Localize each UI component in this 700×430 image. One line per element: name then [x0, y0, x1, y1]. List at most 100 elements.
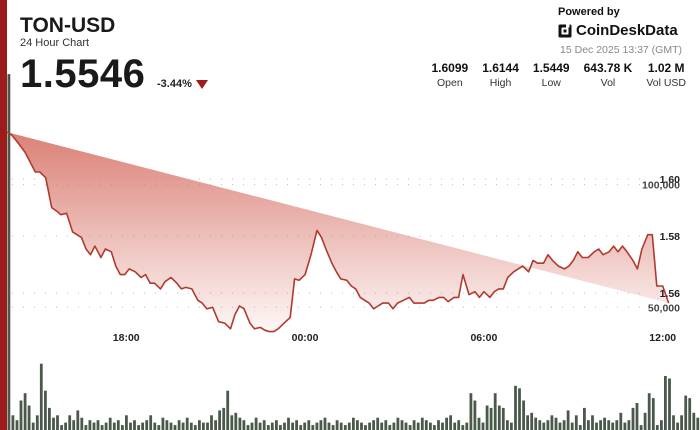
price-area — [7, 132, 669, 332]
volume-bar — [189, 422, 193, 430]
volume-bar — [96, 420, 100, 430]
volume-bar — [651, 398, 655, 430]
volume-bar — [92, 422, 96, 430]
stat-value: 1.6144 — [482, 61, 519, 75]
volume-bar — [664, 376, 667, 430]
volume-bar — [343, 425, 347, 430]
time-tick-label: 00:00 — [292, 332, 319, 344]
volume-bar — [80, 417, 84, 430]
volume-bar — [639, 425, 643, 430]
volume-bar — [530, 412, 534, 430]
volume-bar — [360, 422, 363, 430]
stat-open: 1.6099 Open — [432, 61, 469, 89]
volume-bar — [242, 420, 246, 430]
volume-bar — [660, 420, 663, 430]
volume-bar — [339, 422, 343, 430]
volume-bar — [684, 395, 688, 430]
volume-bar — [562, 420, 566, 430]
volume-bar — [133, 420, 136, 430]
volume-bar — [262, 420, 266, 430]
volume-bar — [64, 422, 67, 430]
stat-vol-usd: 1.02 M Vol USD — [646, 61, 686, 89]
volume-bar — [542, 422, 546, 430]
volume-bar — [315, 422, 319, 430]
volume-bar — [392, 422, 396, 430]
volume-bar — [566, 410, 570, 430]
volume-bar — [169, 422, 173, 430]
volume-bar — [643, 412, 647, 430]
brand-logo[interactable]: CoinDeskData — [558, 22, 678, 39]
volume-bar — [279, 425, 282, 430]
volume-bar — [104, 422, 108, 430]
volume-bar — [275, 420, 278, 430]
time-tick-label: 12:00 — [649, 332, 676, 344]
volume-bar — [655, 425, 659, 430]
volume-bar — [234, 412, 238, 430]
volume-bar — [181, 422, 185, 430]
volume-bar — [193, 425, 197, 430]
price-tick-label: 1.58 — [660, 231, 681, 243]
volume-bar — [238, 417, 242, 430]
price-line-layer — [6, 131, 670, 333]
volume-bar — [157, 425, 161, 430]
volume-bar — [295, 420, 298, 430]
volume-bar — [485, 405, 489, 430]
volume-bar — [429, 422, 432, 430]
volume-bar — [52, 417, 55, 430]
volume-bar — [226, 390, 230, 430]
volume-bar — [599, 420, 602, 430]
volume-bar — [615, 420, 619, 430]
volume-bar — [570, 422, 574, 430]
volume-bar — [88, 420, 92, 430]
volume-bar — [60, 425, 63, 430]
volume-bar — [631, 407, 635, 430]
volume-bar — [554, 417, 558, 430]
volume-bar — [299, 425, 303, 430]
volume-bar — [420, 417, 424, 430]
chart-subtitle: 24 Hour Chart — [20, 37, 90, 49]
volume-bar — [380, 422, 384, 430]
volume-bar — [587, 420, 590, 430]
volume-bar — [461, 425, 465, 430]
stat-label: Vol USD — [646, 77, 686, 89]
volume-bar — [254, 417, 258, 430]
volume-bar — [635, 403, 639, 430]
volume-bar — [676, 422, 679, 430]
stat-label: Vol — [600, 77, 616, 89]
volume-bar — [603, 417, 606, 430]
stat-value: 1.6099 — [431, 61, 469, 75]
volume-bar — [364, 425, 367, 430]
volume-bar — [270, 422, 274, 430]
volume-bar — [607, 420, 611, 430]
volume-bar — [489, 407, 493, 430]
stat-low: 1.5449 Low — [533, 61, 570, 89]
volume-bar — [526, 415, 529, 430]
volume-bar — [185, 417, 189, 430]
tick-labels: 1.56 1.58 1.60 50,000 100,000 18:00 00:00 06:00… — [113, 174, 680, 344]
volume-bar — [352, 417, 355, 430]
volume-bars — [7, 74, 700, 430]
price-tick-label: 1.60 — [660, 174, 681, 186]
volume-bar — [668, 378, 671, 430]
volume-bar — [44, 390, 47, 430]
volume-bar — [404, 422, 408, 430]
volume-bar — [11, 415, 15, 430]
stat-value: 643.78 K — [583, 61, 633, 75]
volume-bar — [534, 417, 538, 430]
accent-bar — [0, 0, 7, 430]
stat-value: 1.5449 — [532, 61, 570, 75]
volume-bar — [129, 422, 132, 430]
volume-bar — [202, 422, 205, 430]
volume-bar — [591, 415, 594, 430]
volume-bar — [177, 420, 181, 430]
volume-bar — [76, 410, 80, 430]
volume-bar — [307, 420, 311, 430]
volume-bar — [161, 417, 165, 430]
volume-tick-label: 100,000 — [642, 180, 680, 192]
volume-bar — [396, 417, 400, 430]
volume-bar — [433, 425, 436, 430]
volume-bar — [558, 422, 562, 430]
volume-bar — [501, 407, 505, 430]
volume-bar — [72, 420, 76, 430]
